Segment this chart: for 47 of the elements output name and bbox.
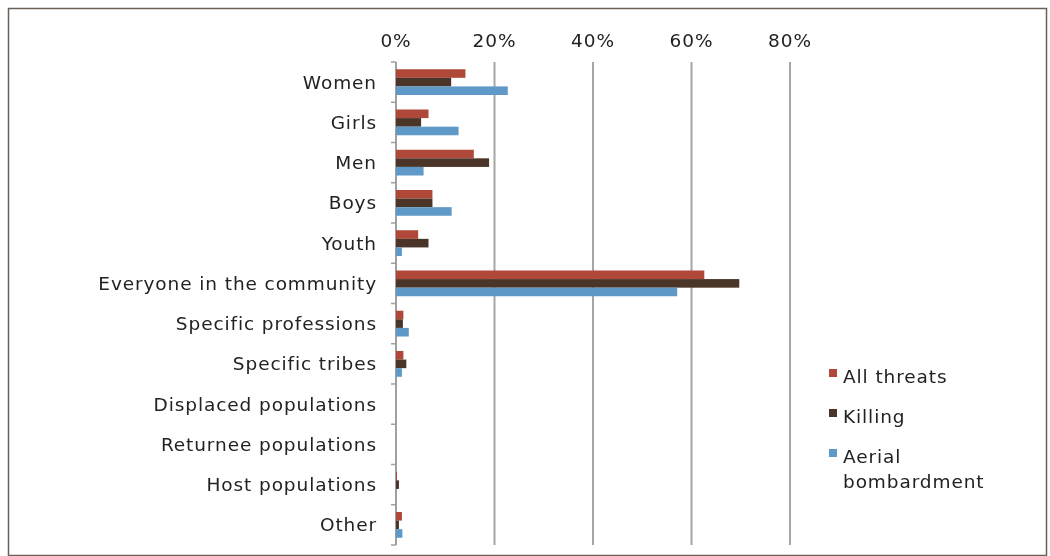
x-tick-label: 60% [669, 30, 714, 51]
bar [396, 207, 452, 216]
y-tick-label: Boys [328, 192, 377, 214]
bar [396, 198, 433, 208]
legend-label: Aerial bombardment [843, 446, 985, 492]
y-tick-label: Women [302, 71, 377, 93]
bar [396, 118, 422, 127]
bar [396, 86, 508, 95]
bar [396, 327, 409, 337]
bar [396, 126, 459, 136]
x-tick-label: 0% [380, 30, 412, 51]
bar [396, 190, 433, 199]
bar [396, 158, 490, 167]
bar [396, 69, 466, 78]
y-tick-label: Girls [330, 111, 377, 133]
bar [396, 351, 404, 360]
legend-label: All threats [843, 366, 948, 387]
y-tick-label: Other [319, 514, 377, 536]
bar [396, 149, 474, 159]
bar [396, 480, 399, 489]
bar [396, 230, 419, 239]
y-tick-label: Men [335, 152, 377, 174]
y-tick-label: Displaced populations [153, 393, 377, 415]
x-tick-label: 40% [571, 30, 615, 51]
bar [396, 247, 402, 256]
bar [396, 77, 452, 87]
y-tick-label: Host populations [206, 474, 377, 496]
x-tick-label: 80% [768, 30, 812, 51]
bar [396, 109, 429, 119]
bar [396, 319, 403, 328]
bar [396, 238, 429, 248]
y-tick-label: Everyone in the community [98, 272, 377, 294]
x-tick-label: 20% [472, 30, 517, 51]
y-tick-label: Specific tribes [232, 353, 377, 375]
bar [396, 359, 407, 369]
bar [396, 166, 424, 176]
legend-label: Killing [843, 406, 906, 427]
bar [396, 279, 740, 288]
bar [396, 520, 399, 530]
y-tick-label: Youth [320, 232, 377, 254]
y-tick-label: Specific professions [175, 313, 377, 335]
bar [396, 368, 402, 377]
y-tick-label: Returnee populations [160, 433, 377, 455]
bar [396, 287, 678, 297]
bar [396, 529, 403, 538]
bar [396, 270, 705, 280]
bar [396, 512, 402, 521]
